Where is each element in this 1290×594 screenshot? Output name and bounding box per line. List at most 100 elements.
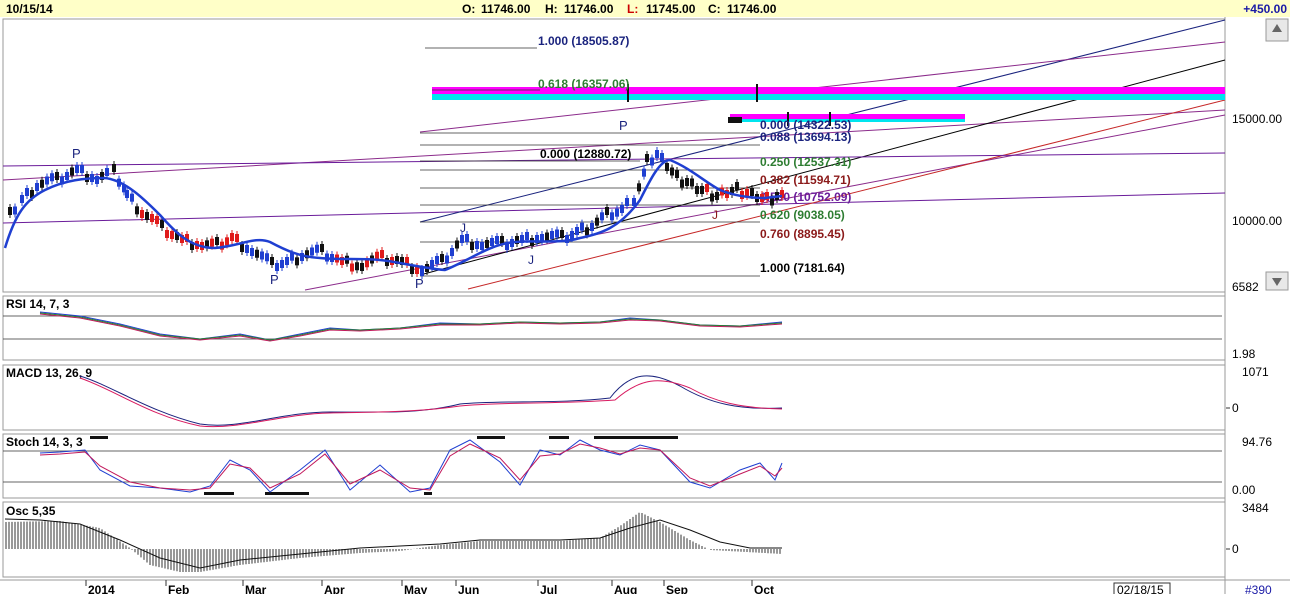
price-bar-body xyxy=(405,257,409,265)
price-bar-body xyxy=(150,214,154,222)
scroll-up-icon[interactable] xyxy=(1265,18,1289,42)
month-label: Aug xyxy=(614,583,637,594)
price-bar-body xyxy=(80,165,84,173)
marker-p-4: P xyxy=(619,118,628,133)
price-bar-body xyxy=(700,186,704,194)
price-bar-body xyxy=(615,208,619,217)
price-bar-body xyxy=(680,179,684,188)
price-bar-body xyxy=(690,178,694,187)
end-date: 02/18/15 xyxy=(1117,583,1164,594)
fib-band-magenta xyxy=(432,87,1225,94)
month-label: 2014 xyxy=(88,583,115,594)
stoch-label: Stoch 14, 3, 3 xyxy=(6,435,83,449)
price-bar-body xyxy=(520,235,524,243)
fib-label-0-382: 0.382 (11594.71) xyxy=(760,173,851,187)
price-bar-body xyxy=(730,187,734,195)
macd-label: MACD 13, 26, 9 xyxy=(6,366,92,380)
price-bar-body xyxy=(70,167,74,176)
price-bar-body xyxy=(245,245,249,253)
bar-count: #390 xyxy=(1245,583,1272,594)
header-close-label: C: xyxy=(708,2,721,16)
price-bar-body xyxy=(205,240,209,249)
price-bar-body xyxy=(625,198,629,206)
price-bar-body xyxy=(540,234,544,242)
price-bar-body xyxy=(535,235,539,243)
price-bar-body xyxy=(420,268,424,276)
osc-axis-top: 3484 xyxy=(1242,501,1269,515)
price-bar-body xyxy=(665,163,669,171)
price-bar-body xyxy=(100,172,104,180)
price-bar-body xyxy=(605,207,609,215)
price-bar-body xyxy=(655,150,659,158)
fib-label-upper-1: 1.000 (18505.87) xyxy=(538,34,629,48)
price-bar-body xyxy=(340,257,344,265)
price-bar-body xyxy=(75,165,79,173)
price-bar-body xyxy=(280,260,284,268)
price-bar-body xyxy=(590,223,594,231)
price-bar-body xyxy=(255,249,259,258)
price-bar-body xyxy=(475,241,479,249)
macd-axis-zero: 0 xyxy=(1232,401,1239,415)
price-bar-body xyxy=(642,168,646,177)
header-open-label: O: xyxy=(462,2,475,16)
price-bar-body xyxy=(130,193,134,202)
price-bar-body xyxy=(460,235,464,243)
price-bar-body xyxy=(35,183,39,191)
price-bar-body xyxy=(55,172,59,180)
price-bar-body xyxy=(105,168,109,176)
scroll-down-icon[interactable] xyxy=(1265,271,1289,291)
marker-p-2: P xyxy=(270,272,279,287)
month-label: Mar xyxy=(245,583,267,594)
fib-label-0-760: 0.760 (8895.45) xyxy=(760,227,845,241)
rsi-label: RSI 14, 7, 3 xyxy=(6,297,70,311)
price-axis-10000: 10000.00 xyxy=(1232,214,1282,228)
price-bar-body xyxy=(450,248,454,256)
price-bar-body xyxy=(112,164,116,172)
osc-label: Osc 5,35 xyxy=(6,504,56,518)
stoch-k-line xyxy=(39,439,783,493)
price-bar-body xyxy=(45,176,49,185)
rsi-signal-line xyxy=(39,313,783,342)
price-bar-body xyxy=(725,190,729,198)
price-bar-body xyxy=(585,227,589,236)
price-bar-body xyxy=(380,250,384,258)
fib-band-small-magenta xyxy=(730,114,965,119)
marker-p-3: P xyxy=(415,276,424,291)
price-bar-body xyxy=(440,254,444,262)
price-bar-body xyxy=(735,182,739,190)
osc-axis-zero: 0 xyxy=(1232,542,1239,556)
month-label: Jul xyxy=(540,583,557,594)
price-bar-body xyxy=(470,242,474,250)
stoch-d-line xyxy=(39,443,783,491)
osc-histogram xyxy=(5,512,781,572)
month-label: Jun xyxy=(458,583,479,594)
price-bar-body xyxy=(555,229,559,238)
price-bar-body xyxy=(710,193,714,202)
price-bar-body xyxy=(575,227,579,235)
price-bar-body xyxy=(175,232,179,240)
price-bar-body xyxy=(600,212,604,221)
price-bar-body xyxy=(122,184,126,193)
price-bar-body xyxy=(300,253,304,261)
price-bar-body xyxy=(235,234,239,242)
price-bar-body xyxy=(430,260,434,268)
header-change: +450.00 xyxy=(1243,2,1287,16)
stoch-extreme-bars xyxy=(90,436,678,495)
fib-label-0-000-a: 0.000 (14322.53) xyxy=(760,118,851,132)
price-bar-body xyxy=(505,242,509,250)
price-bar-body xyxy=(350,263,354,272)
moving-average-line xyxy=(3,158,783,272)
macd-line xyxy=(79,375,783,426)
price-bar-body xyxy=(550,231,554,239)
price-bar-body xyxy=(360,263,364,271)
price-bar-body xyxy=(610,212,614,221)
price-bar-body xyxy=(545,232,549,241)
month-label: Oct xyxy=(754,583,774,594)
price-bar-body xyxy=(745,189,749,197)
price-bar-body xyxy=(660,153,664,161)
fib-band-small-cyan xyxy=(730,119,965,122)
rsi-panel-frame xyxy=(2,295,1226,361)
marker-p-1: P xyxy=(72,146,81,161)
stoch-panel-frame xyxy=(2,433,1226,499)
